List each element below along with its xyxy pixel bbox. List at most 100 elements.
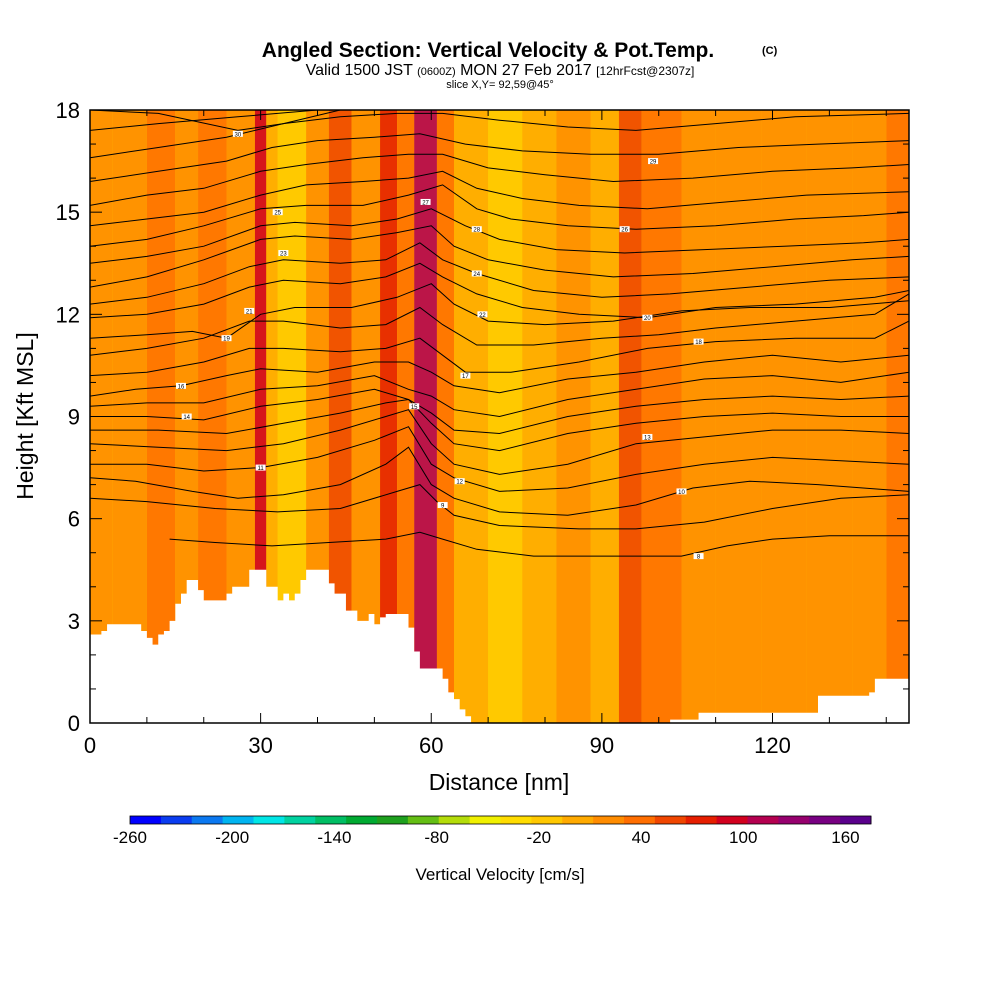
isentrope-26	[90, 153, 909, 206]
colorbar-swatch-2	[191, 816, 224, 824]
colorbar-label--80: -80	[424, 828, 449, 847]
colorbar-swatch-9	[407, 816, 440, 824]
isentrope-label-21: 21	[246, 309, 253, 315]
colorbar-swatch-14	[562, 816, 594, 824]
colorbar-swatch-6	[315, 816, 347, 824]
isentrope-label-bg-9	[437, 502, 448, 509]
isentrope-22	[90, 225, 909, 288]
x-tick-label-30: 30	[248, 733, 272, 758]
y-tick-label-12: 12	[56, 302, 80, 327]
colorbar-tick-labels: -260 -200 -140 -80 -20 40 100 160	[113, 828, 860, 847]
velocity-band-20	[590, 110, 619, 723]
isentrope-24	[90, 184, 909, 247]
colorbar-title: Vertical Velocity [cm/s]	[415, 865, 584, 884]
colorbar-label-160: 160	[831, 828, 859, 847]
isentrope-label-bg-11	[255, 464, 266, 471]
isentrope-label-13: 13	[644, 435, 651, 441]
isentrope-11	[90, 426, 909, 492]
y-tick-label-9: 9	[68, 405, 80, 430]
colorbar-swatch-0	[130, 816, 162, 824]
isentrope-label-16: 16	[178, 384, 185, 390]
isentrope-label-bg-14	[181, 413, 192, 420]
isentrope-label-29: 29	[650, 160, 657, 166]
plot-area: 8 9 10 11 12 13 14 15 16 17 18 19 20 21 22 23 24 25 26 27 28…	[90, 110, 909, 723]
isentrope-label-22: 22	[479, 313, 486, 319]
colorbar-swatch-3	[222, 816, 254, 824]
isentrope-label-8: 8	[697, 555, 701, 561]
isentrope-15	[90, 371, 909, 418]
isentrope-29	[90, 110, 318, 131]
isentrope-label-11: 11	[258, 466, 265, 472]
colorbar-swatch-22	[809, 816, 841, 824]
velocity-band-12	[380, 110, 398, 723]
isentrope-label-bg-12	[454, 478, 465, 485]
isentrope-label-10: 10	[678, 490, 685, 496]
colorbar-swatch-21	[778, 816, 810, 824]
subtitle-utc: (0600Z)	[417, 66, 456, 78]
isentrope-label-bg-28	[471, 226, 482, 233]
colorbar-swatch-19	[716, 816, 748, 824]
x-axis-label: Distance [nm]	[429, 769, 570, 795]
colorbar-label--200: -200	[215, 828, 249, 847]
y-tick-label-15: 15	[56, 200, 80, 225]
isentrope-label-17: 17	[462, 374, 469, 380]
isentrope-18	[90, 293, 909, 356]
isentrope-label-9: 9	[441, 504, 445, 510]
isentrope-8	[169, 531, 909, 557]
isentrope-label-19: 19	[223, 337, 230, 343]
isentrope-label-bg-29	[648, 158, 659, 165]
colorbar-label-40: 40	[632, 828, 651, 847]
y-tick-label-3: 3	[68, 609, 80, 634]
isentrope-25	[90, 170, 909, 227]
isentrope-label-25: 25	[274, 211, 281, 217]
isentrope-12	[90, 409, 909, 475]
isentrope-label-bg-22	[477, 311, 488, 318]
colorbar-swatch-16	[624, 816, 656, 824]
isentrope-21	[90, 242, 909, 305]
colorbar-frame	[129, 815, 872, 825]
x-axis-ticks: 0 30 60 90 120	[84, 110, 887, 758]
velocity-band-18	[522, 110, 557, 723]
colorbar-swatch-1	[160, 816, 193, 824]
colorbar-label--260: -260	[113, 828, 147, 847]
x-tick-label-120: 120	[754, 733, 791, 758]
colorbar-swatch-12	[500, 816, 532, 824]
isentrope-20	[90, 262, 909, 319]
isentrope-label-26: 26	[621, 228, 628, 234]
isentrope-label-bg-23	[278, 250, 289, 257]
isentrope-label-bg-26	[619, 226, 630, 233]
colorbar	[129, 815, 872, 825]
isentrope-28	[90, 112, 909, 159]
x-tick-label-0: 0	[84, 733, 96, 758]
x-tick-label-90: 90	[590, 733, 614, 758]
velocity-band-25	[761, 110, 807, 723]
isentrope-9	[90, 484, 909, 530]
x-tick-label-60: 60	[419, 733, 443, 758]
isentrope-10	[90, 446, 909, 516]
velocity-band-24	[715, 110, 762, 723]
isentrope-label-12: 12	[456, 480, 463, 486]
colorbar-label--20: -20	[527, 828, 552, 847]
velocity-band-19	[556, 110, 591, 723]
velocity-band-13	[397, 110, 415, 723]
colorbar-swatch-23	[840, 816, 872, 824]
isentrope-17	[90, 320, 909, 377]
velocity-band-16	[454, 110, 489, 723]
colorbar-swatch-4	[253, 816, 285, 824]
isentrope-label-bg-20	[642, 314, 653, 321]
isentrope-label-23: 23	[280, 252, 287, 258]
isentrope-label-bg-17	[460, 372, 471, 379]
isentrope-label-bg-19	[221, 335, 232, 342]
y-tick-label-0: 0	[68, 711, 80, 736]
isentrope-label-18: 18	[695, 340, 702, 346]
isentrope-label-bg-18	[693, 338, 704, 345]
subtitle-date: MON 27 Feb 2017	[460, 62, 592, 79]
isentrope-label-20: 20	[644, 316, 651, 322]
y-tick-label-6: 6	[68, 507, 80, 532]
isentrope-19	[90, 283, 909, 339]
colorbar-swatch-17	[654, 816, 687, 824]
colorbar-swatch-7	[346, 816, 378, 824]
isentrope-16	[90, 354, 909, 397]
isentrope-label-15: 15	[411, 405, 418, 411]
